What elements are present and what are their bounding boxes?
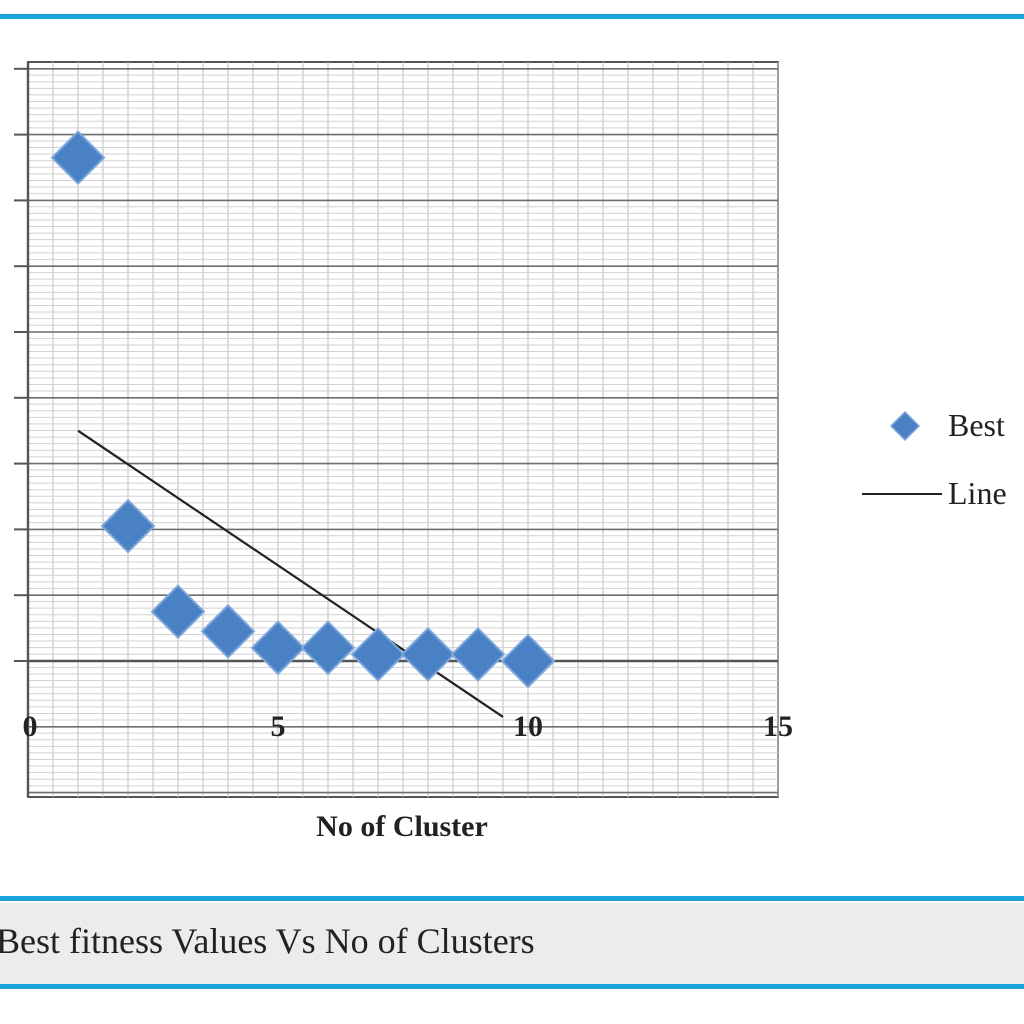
figure-caption: Best fitness Values Vs No of Clusters [0,921,535,961]
x-axis-label: No of Cluster [316,810,488,843]
legend: Best Line [862,407,1007,511]
data-point-diamond [50,130,106,186]
marker-layer [50,130,556,689]
caption-band [0,903,1024,984]
data-point-diamond [450,627,506,682]
data-point-diamond [250,620,306,676]
x-tick-label: 0 [23,710,38,743]
legend-label-line: Line [948,475,1007,511]
data-point-diamond [200,603,256,659]
chart-grid [14,61,779,798]
legend-label-best: Best [948,407,1005,443]
data-point-diamond [350,627,406,682]
top-rule [0,14,1024,19]
bottom-rule [0,984,1024,989]
scatter-chart: 0 5 10 15 No of Cluster Best Line [14,61,1007,843]
data-point-diamond [500,633,556,689]
legend-marker-diamond [889,410,921,442]
caption-top-rule [0,896,1024,901]
x-tick-label: 15 [763,710,793,743]
data-point-diamond [300,620,356,676]
data-point-diamond [150,584,206,640]
x-tick-label: 10 [513,710,543,743]
x-tick-labels: 0 5 10 15 [23,710,794,743]
data-point-diamond [400,627,456,682]
x-tick-label: 5 [271,710,286,743]
data-point-diamond [100,498,156,554]
